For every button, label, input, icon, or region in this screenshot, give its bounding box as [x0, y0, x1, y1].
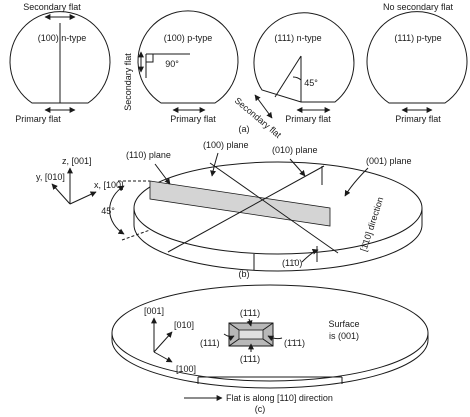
- no-secondary-flat-label: No secondary flat: [383, 2, 454, 12]
- leader-010: [289, 158, 306, 177]
- wafer-type-label: (100) p-type: [164, 33, 213, 43]
- panel-c: [001] [010] [100] (1̄11) (111) (1̄1̄1) (…: [111, 284, 429, 414]
- facet-bottom-label: (1̄11): [240, 354, 260, 364]
- dir-010-label: [010]: [174, 320, 194, 330]
- leader-facet-top: [246, 318, 253, 327]
- wafer-type-label: (111) n-type: [274, 33, 321, 43]
- wafer-100-n-type: Secondary flat (100) n-type Primary flat: [9, 2, 111, 124]
- facet-right-label: (1̄1̄1): [284, 338, 305, 348]
- angle-arc: [292, 76, 302, 81]
- surface-label-line-1: Surface: [328, 319, 359, 329]
- plane-100-label: (100) plane: [203, 140, 249, 150]
- primary-flat-label: Primary flat: [395, 114, 441, 124]
- panel-b: z, [001] y, [010] x, [100] 45° (110) pla…: [36, 140, 423, 279]
- flat-direction-note: Flat is along [110] direction: [226, 393, 333, 403]
- plane-110-label: (110) plane: [126, 150, 171, 160]
- plane-001-label: (001) plane: [366, 156, 412, 166]
- angle-45-label: 45°: [101, 206, 115, 216]
- dir-100-label: [100]: [176, 364, 196, 374]
- primary-flat-label: Primary flat: [15, 114, 61, 124]
- leader-facet-left: [223, 333, 235, 342]
- secondary-flat-label: Secondary flat: [23, 2, 81, 12]
- x-axis: [69, 191, 97, 205]
- z-axis-label: z, [001]: [62, 156, 92, 166]
- secondary-flat-arrow: [254, 94, 273, 119]
- angle-label: 45°: [304, 78, 318, 88]
- panel-a: Secondary flat (100) n-type Primary flat…: [9, 2, 468, 140]
- dir-100-arrow: [153, 351, 173, 363]
- etch-pit: [228, 322, 274, 347]
- leader-facet-right: [267, 335, 283, 342]
- dir-010-arrow: [153, 331, 173, 353]
- facet-top-label: (1̄11): [240, 308, 260, 318]
- secondary-flat-label: Secondary flat: [123, 53, 133, 111]
- x-axis-label: x, [100]: [94, 180, 124, 190]
- panel-c-caption: (c): [255, 404, 266, 414]
- wafer-111-n-type: (111) n-type 45° Secondary flat Primary …: [233, 12, 355, 140]
- leader-001: [344, 167, 369, 197]
- surface-label-line-2: is (001): [329, 331, 359, 341]
- right-angle-mark: [146, 54, 154, 63]
- coordinate-axes: z, [001] y, [010] x, [100]: [36, 156, 124, 205]
- panel-b-caption: (b): [239, 269, 250, 279]
- angle-45-arc: [109, 185, 125, 235]
- plane-010-cut: [167, 165, 325, 253]
- wafer-type-label: (100) n-type: [38, 33, 87, 43]
- secondary-flat-edge: [274, 55, 302, 98]
- primary-flat-label: Primary flat: [285, 114, 331, 124]
- wafer-type-label: (111) p-type: [394, 33, 441, 43]
- leader-flat: [301, 248, 319, 263]
- y-axis: [51, 183, 71, 205]
- leader-100: [210, 152, 219, 177]
- plane-010-label: (010) plane: [272, 145, 318, 155]
- leader-110: [154, 163, 171, 185]
- wafer-100-p-type: (100) p-type 90° Secondary flat Primary …: [123, 10, 239, 124]
- flat-plane-label: (11̄0): [282, 258, 302, 268]
- facet-left-label: (111): [200, 338, 220, 348]
- plane-100-cut: [209, 162, 339, 254]
- panel-a-caption: (a): [239, 124, 250, 134]
- plane-110-band: [149, 180, 331, 227]
- wafer-111-p-type: No secondary flat (111) p-type Primary f…: [366, 2, 468, 124]
- y-axis-label: y, [010]: [36, 172, 65, 182]
- primary-flat-label: Primary flat: [170, 114, 216, 124]
- angle-label: 90°: [165, 59, 179, 69]
- dir-001-label: [001]: [144, 306, 164, 316]
